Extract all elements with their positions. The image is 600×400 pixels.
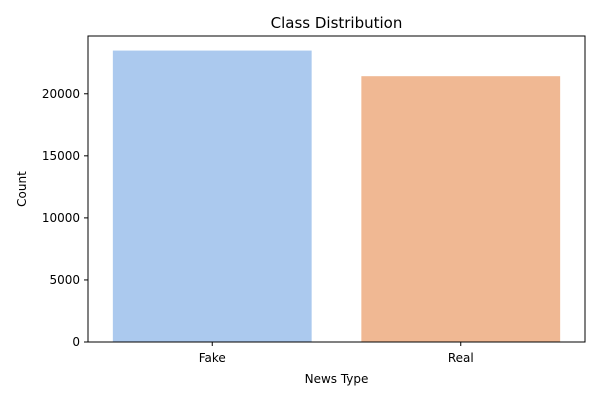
y-tick-label: 10000 bbox=[42, 211, 80, 225]
bar-fake bbox=[112, 50, 312, 343]
x-axis-ticks: Fake Real bbox=[199, 342, 474, 365]
bar-real bbox=[361, 76, 561, 342]
y-tick-label: 20000 bbox=[42, 87, 80, 101]
bars-layer bbox=[112, 50, 561, 343]
chart-title: Class Distribution bbox=[271, 14, 403, 32]
x-tick-label: Fake bbox=[199, 351, 226, 365]
plot-frame bbox=[87, 35, 586, 343]
x-tick-label: Real bbox=[448, 351, 474, 365]
y-tick-label: 15000 bbox=[42, 149, 80, 163]
y-tick-label: 5000 bbox=[49, 273, 80, 287]
y-axis-ticks: 0 5000 10000 15000 20000 bbox=[42, 87, 88, 349]
x-axis-label: News Type bbox=[305, 372, 369, 386]
y-axis-label: Count bbox=[15, 171, 29, 207]
y-tick-label: 0 bbox=[72, 335, 80, 349]
